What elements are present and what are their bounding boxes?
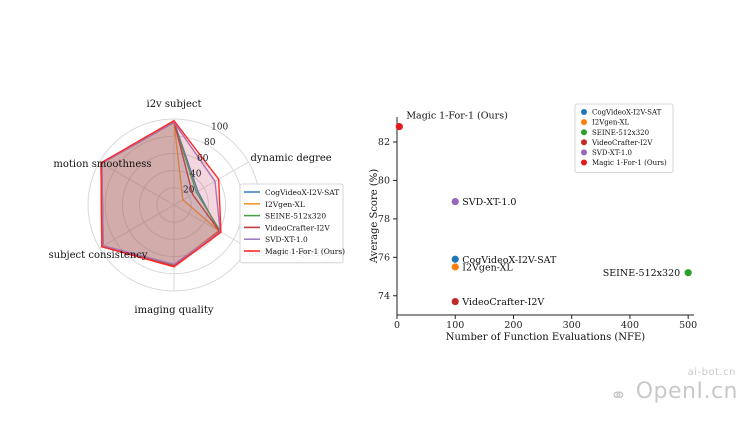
scatter-point-label: VideoCrafter-I2V xyxy=(461,297,544,308)
scatter-legend: CogVideoX-I2V-SAT I2Vgen-XL SEINE-512x320 V… xyxy=(574,103,674,173)
radar-tick-label: 20 xyxy=(183,185,195,195)
y-axis-label: Average Score (%) xyxy=(369,169,380,264)
watermark-big-text: OpenI.cn xyxy=(635,379,738,404)
scatter-point-videocrafter-i2v xyxy=(451,297,459,306)
scatter-legend-marker xyxy=(581,129,587,136)
x-tick-label: 100 xyxy=(446,320,464,331)
radar-axis-label: subject consistency xyxy=(49,250,148,261)
x-tick-label: 200 xyxy=(504,320,522,331)
scatter-point-svd-xt-1-0 xyxy=(451,197,459,206)
radar-spoke xyxy=(99,161,175,206)
radar-legend-label: SEINE-512x320 xyxy=(265,212,326,221)
scatter-chart: 0 100 200 300 400 500 74 76 78 80 82 Number of Func… xyxy=(345,0,750,421)
scatter-point-label: CogVideoX-I2V-SAT xyxy=(462,255,557,266)
scatter-point-i2vgen-xl xyxy=(451,263,459,271)
x-tick-label: 500 xyxy=(679,320,697,331)
watermark-small-text: ai-bot.cn xyxy=(687,367,736,378)
radar-axis-label: dynamic degree xyxy=(250,153,331,164)
radar-legend-label: I2Vgen-XL xyxy=(265,200,305,209)
radar-legend-label: SVD-XT-1.0 xyxy=(265,235,308,244)
scatter-point-label: Magic 1-For-1 (Ours) xyxy=(406,111,507,122)
scatter-point-label: SEINE-512x320 xyxy=(603,268,680,279)
scatter-legend-label: I2Vgen-XL xyxy=(592,119,630,127)
scatter-chart-svg: 0 100 200 300 400 500 74 76 78 80 82 Number of Func… xyxy=(369,103,697,343)
radar-axis-label: motion smoothness xyxy=(53,159,151,170)
logo-icon: ⚭ xyxy=(610,383,627,407)
y-tick-label: 78 xyxy=(378,214,390,225)
radar-series-svd-xt-1-0 xyxy=(101,121,221,266)
scatter-point-label: SVD-XT-1.0 xyxy=(462,197,516,208)
x-tick-label: 0 xyxy=(394,320,400,331)
radar-legend: CogVideoX-I2V-SAT I2Vgen-XL SEINE-512x320 V… xyxy=(239,183,345,264)
scatter-legend-marker xyxy=(581,149,587,156)
radar-tick-label: 40 xyxy=(190,170,202,180)
radar-spoke xyxy=(173,161,249,206)
scatter-legend-box xyxy=(574,103,674,173)
scatter-legend-marker xyxy=(581,139,587,146)
radar-axis-label: i2v subject xyxy=(147,99,202,110)
radar-spoke xyxy=(99,204,175,249)
scatter-point-cogvideox-i2v-sat xyxy=(451,255,459,263)
scatter-point-seine-512x320 xyxy=(684,269,692,277)
radar-axis-label: imaging quality xyxy=(134,305,213,316)
scatter-legend-label: VideoCrafter-I2V xyxy=(591,139,653,147)
scatter-legend-label: CogVideoX-I2V-SAT xyxy=(592,109,662,117)
watermark: ⚭ ai-bot.cn OpenI.cn xyxy=(610,367,740,411)
radar-spoke xyxy=(173,204,249,249)
scatter-legend-marker xyxy=(581,159,587,166)
y-tick-label: 76 xyxy=(378,252,390,263)
x-tick-label: 300 xyxy=(563,320,581,331)
x-axis-label: Number of Function Evaluations (NFE) xyxy=(446,332,646,343)
x-tick-label: 400 xyxy=(621,320,639,331)
scatter-legend-marker xyxy=(581,119,587,126)
radar-legend-label: VideoCrafter-I2V xyxy=(264,223,330,232)
scatter-legend-label: SVD-XT-1.0 xyxy=(592,149,632,157)
y-tick-label: 82 xyxy=(378,137,390,148)
radar-legend-label: Magic 1-For-1 (Ours) xyxy=(265,247,345,256)
radar-tick-label: 60 xyxy=(197,154,209,164)
scatter-legend-marker xyxy=(581,109,587,115)
y-tick-label: 80 xyxy=(378,175,390,186)
radar-tick-label: 80 xyxy=(204,138,216,148)
radar-legend-box xyxy=(239,183,344,264)
scatter-legend-label: SEINE-512x320 xyxy=(592,129,649,137)
y-tick-label: 74 xyxy=(378,291,390,302)
scatter-legend-label: Magic 1-For-1 (Ours) xyxy=(592,159,667,167)
scatter-point-label: I2Vgen-XL xyxy=(462,262,513,273)
radar-series-magic-1-for-1-ours xyxy=(100,119,222,268)
radar-tick-label: 100 xyxy=(211,122,228,132)
scatter-point-magic-1-for-1-ours xyxy=(395,123,403,131)
radar-legend-label: CogVideoX-I2V-SAT xyxy=(265,188,339,197)
